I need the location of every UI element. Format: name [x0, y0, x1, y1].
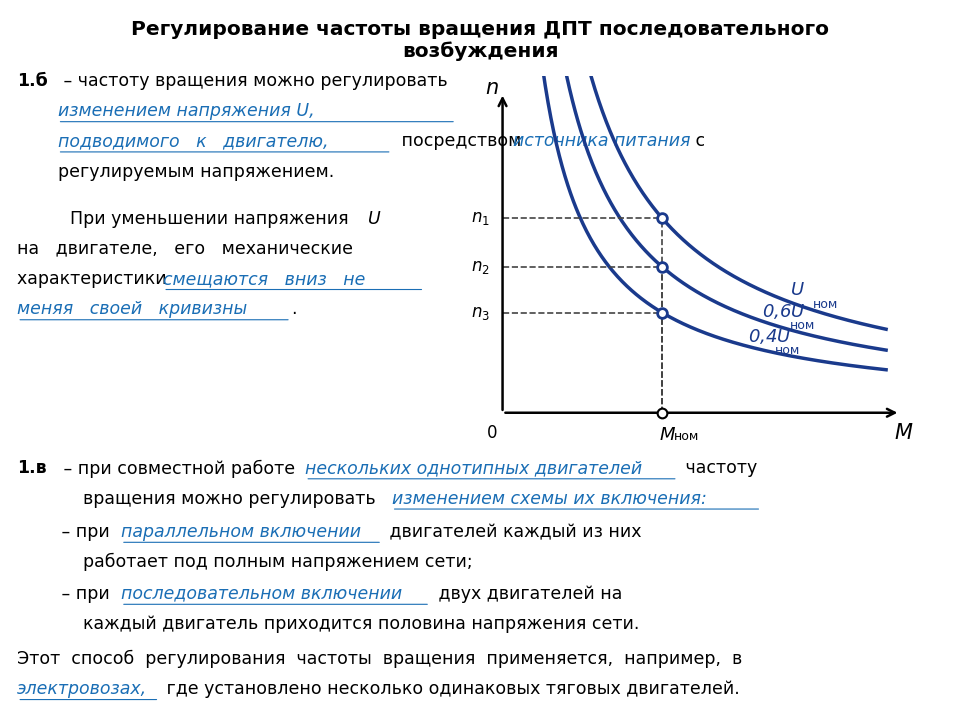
- Text: подводимого   к   двигателю,: подводимого к двигателю,: [58, 132, 328, 150]
- Text: U: U: [368, 210, 380, 228]
- Text: ном: ном: [674, 431, 699, 444]
- Text: ном: ном: [789, 319, 815, 332]
- Text: двигателей каждый из них: двигателей каждый из них: [384, 523, 641, 541]
- Text: где установлено несколько одинаковых тяговых двигателей.: где установлено несколько одинаковых тяг…: [161, 680, 740, 698]
- Text: Регулирование частоты вращения ДПТ последовательного: Регулирование частоты вращения ДПТ после…: [131, 20, 829, 39]
- Text: Этот  способ  регулирования  частоты  вращения  применяется,  например,  в: Этот способ регулирования частоты вращен…: [17, 650, 742, 668]
- Text: $n_2$: $n_2$: [471, 258, 491, 276]
- Text: ном: ном: [813, 298, 839, 311]
- Text: 0: 0: [487, 424, 497, 442]
- Text: с: с: [690, 132, 706, 150]
- Text: нескольких однотипных двигателей: нескольких однотипных двигателей: [305, 459, 642, 477]
- Text: M: M: [895, 423, 913, 443]
- Text: изменением напряжения U,: изменением напряжения U,: [58, 102, 314, 120]
- Text: – при: – при: [56, 585, 115, 603]
- Text: последовательном включении: последовательном включении: [121, 585, 402, 603]
- Text: электровозах,: электровозах,: [17, 680, 148, 698]
- Text: n: n: [485, 78, 498, 99]
- Text: возбуждения: возбуждения: [401, 42, 559, 61]
- Text: на   двигателе,   его   механические: на двигателе, его механические: [17, 240, 353, 258]
- Text: меняя   своей   кривизны: меняя своей кривизны: [17, 300, 248, 318]
- Text: смещаются   вниз   не: смещаются вниз не: [163, 270, 366, 288]
- Text: – при: – при: [56, 523, 115, 541]
- Text: посредством: посредством: [396, 132, 526, 150]
- Text: двух двигателей на: двух двигателей на: [433, 585, 622, 603]
- Text: 1.в: 1.в: [17, 459, 47, 477]
- Text: 1.б: 1.б: [17, 72, 48, 90]
- Text: ном: ном: [776, 344, 801, 357]
- Text: $M$: $M$: [659, 426, 676, 444]
- Text: источника питания: источника питания: [513, 132, 690, 150]
- Text: параллельном включении: параллельном включении: [121, 523, 361, 541]
- Text: $n_1$: $n_1$: [471, 210, 491, 228]
- Text: каждый двигатель приходится половина напряжения сети.: каждый двигатель приходится половина нап…: [83, 615, 639, 633]
- Text: $U$: $U$: [790, 282, 805, 300]
- Text: изменением схемы их включения:: изменением схемы их включения:: [392, 490, 707, 508]
- Text: При уменьшении напряжения: При уменьшении напряжения: [70, 210, 354, 228]
- Text: характеристики: характеристики: [17, 270, 173, 288]
- Text: – при совместной работе: – при совместной работе: [58, 459, 300, 477]
- Text: работает под полным напряжением сети;: работает под полным напряжением сети;: [83, 553, 472, 572]
- Text: 0,4$U$: 0,4$U$: [748, 327, 791, 346]
- Text: .: .: [291, 300, 297, 318]
- Text: вращения можно регулировать: вращения можно регулировать: [83, 490, 381, 508]
- Text: частоту: частоту: [680, 459, 756, 477]
- Text: $n_3$: $n_3$: [471, 304, 491, 322]
- Text: 0,6$U$: 0,6$U$: [762, 302, 805, 321]
- Text: – частоту вращения можно регулировать: – частоту вращения можно регулировать: [58, 72, 453, 90]
- Text: регулируемым напряжением.: регулируемым напряжением.: [58, 163, 334, 181]
